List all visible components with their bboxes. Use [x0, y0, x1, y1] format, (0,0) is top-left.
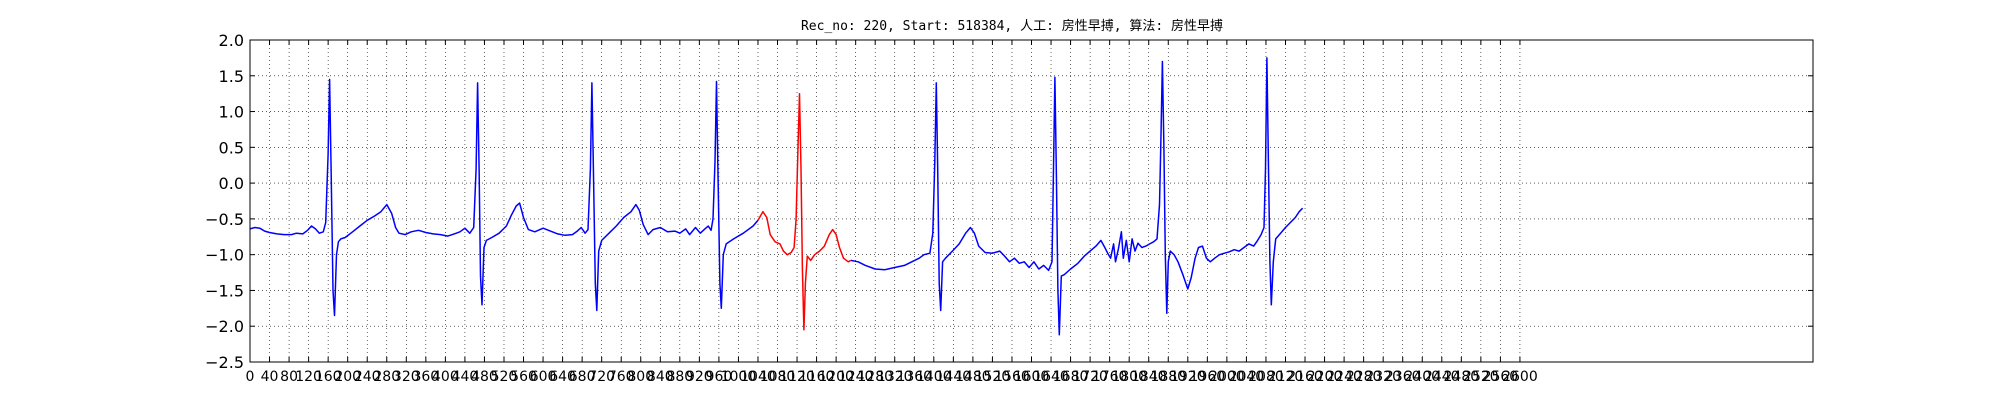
- ecg-series-line-3: [850, 57, 1304, 336]
- x-tick-label: 880: [666, 369, 693, 385]
- x-tick-label: 1800: [1111, 369, 1147, 385]
- x-tick-label: 640: [549, 369, 576, 385]
- x-tick-label: 0: [246, 369, 255, 385]
- y-tick-label: 2.0: [219, 31, 244, 50]
- y-tick-label: −2.5: [205, 353, 244, 372]
- x-tick-label: 2040: [1229, 369, 1265, 385]
- x-tick-label: 2560: [1483, 369, 1519, 385]
- x-tick-label: 1320: [877, 369, 913, 385]
- x-axis: 0 40 8012016020024028032036040044048052056…: [246, 40, 1538, 385]
- x-tick-label: 1080: [760, 369, 796, 385]
- x-tick-label: 840: [647, 369, 674, 385]
- x-tick-label: 1920: [1170, 369, 1206, 385]
- series-layer: [249, 57, 1304, 336]
- x-tick-label: 1600: [1014, 369, 1050, 385]
- x-tick-label: 2520: [1463, 369, 1499, 385]
- x-tick-label: 2400: [1404, 369, 1440, 385]
- y-tick-label: −1.5: [205, 281, 244, 300]
- x-tick-label: 2600: [1502, 369, 1538, 385]
- x-tick-label: 560: [510, 369, 537, 385]
- x-tick-label: 480: [471, 369, 498, 385]
- x-tick-label: 1000: [721, 369, 757, 385]
- x-tick-label: 2000: [1209, 369, 1245, 385]
- x-tick-label: 960: [706, 369, 733, 385]
- x-tick-label: 40: [261, 369, 279, 385]
- x-tick-label: 2360: [1385, 369, 1421, 385]
- x-tick-label: 1360: [896, 369, 932, 385]
- x-tick-label: 1160: [799, 369, 835, 385]
- x-tick-label: 440: [452, 369, 479, 385]
- x-tick-label: 1120: [779, 369, 815, 385]
- ecg-series-line-2: [757, 92, 852, 331]
- x-tick-label: 1560: [994, 369, 1030, 385]
- chart-title: Rec_no: 220, Start: 518384, 人工: 房性早搏, 算法…: [801, 18, 1223, 34]
- x-tick-label: 280: [373, 369, 400, 385]
- x-tick-label: 1480: [955, 369, 991, 385]
- x-tick-label: 80: [280, 369, 298, 385]
- x-tick-label: 200: [334, 369, 361, 385]
- y-tick-label: −1.0: [205, 246, 244, 265]
- x-tick-label: 2080: [1248, 369, 1284, 385]
- x-tick-label: 360: [412, 369, 439, 385]
- x-tick-label: 120: [295, 369, 322, 385]
- x-tick-label: 920: [686, 369, 713, 385]
- x-tick-label: 1840: [1131, 369, 1167, 385]
- x-tick-label: 1280: [857, 369, 893, 385]
- x-tick-label: 320: [393, 369, 420, 385]
- x-tick-label: 1520: [975, 369, 1011, 385]
- y-tick-label: −2.0: [205, 317, 244, 336]
- x-tick-label: 1440: [936, 369, 972, 385]
- y-axis: 2.0 1.5 1.0 0.5 0.0 −0.5 −1.0 −1.5 −2.0 −2.5: [205, 31, 1813, 372]
- x-tick-label: 1880: [1150, 369, 1186, 385]
- x-tick-label: 1400: [916, 369, 952, 385]
- x-tick-label: 2160: [1287, 369, 1323, 385]
- x-tick-label: 2480: [1444, 369, 1480, 385]
- x-tick-label: 720: [588, 369, 615, 385]
- x-tick-label: 2280: [1346, 369, 1382, 385]
- x-tick-label: 2120: [1268, 369, 1304, 385]
- x-tick-label: 1720: [1072, 369, 1108, 385]
- x-tick-label: 400: [432, 369, 459, 385]
- x-tick-label: 240: [354, 369, 381, 385]
- y-tick-label: −0.5: [205, 210, 244, 229]
- x-tick-label: 2240: [1326, 369, 1362, 385]
- ecg-series-line-1: [249, 78, 759, 317]
- x-tick-label: 800: [627, 369, 654, 385]
- y-tick-label: 1.5: [219, 67, 244, 86]
- grid-lines: [249, 39, 1813, 363]
- x-tick-label: 680: [569, 369, 596, 385]
- y-tick-label: 0.5: [219, 138, 244, 157]
- x-tick-label: 1760: [1092, 369, 1128, 385]
- x-tick-label: 1680: [1053, 369, 1089, 385]
- x-tick-label: 2440: [1424, 369, 1460, 385]
- x-tick-label: 1640: [1033, 369, 1069, 385]
- y-tick-label: 1.0: [219, 103, 244, 122]
- x-tick-label: 1960: [1190, 369, 1226, 385]
- x-tick-label: 520: [491, 369, 518, 385]
- x-tick-label: 600: [530, 369, 557, 385]
- y-tick-label: 0.0: [219, 174, 244, 193]
- x-tick-label: 1040: [740, 369, 776, 385]
- x-tick-label: 2320: [1365, 369, 1401, 385]
- x-tick-label: 160: [315, 369, 342, 385]
- x-tick-label: 2200: [1307, 369, 1343, 385]
- x-tick-label: 1200: [818, 369, 854, 385]
- x-tick-label: 760: [608, 369, 635, 385]
- x-tick-label: 1240: [838, 369, 874, 385]
